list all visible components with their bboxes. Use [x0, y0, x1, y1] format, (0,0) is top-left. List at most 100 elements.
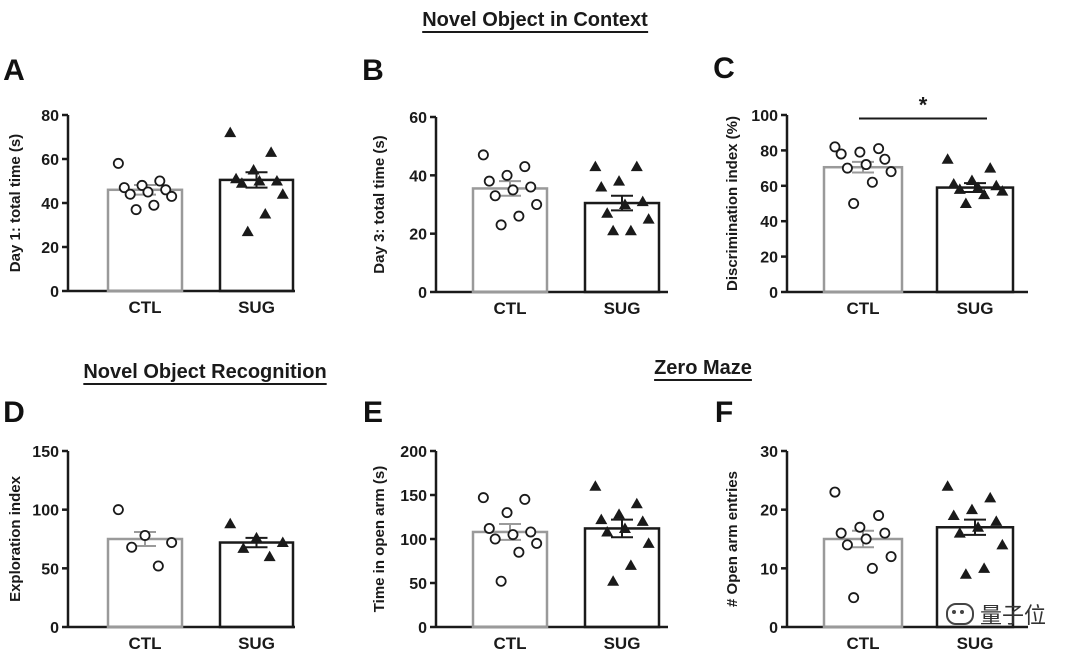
data-point-sug: [642, 537, 655, 548]
panel-label: F: [715, 396, 733, 429]
data-point-sug: [263, 550, 276, 562]
chart-panels: A Day 1: total time (s) 0 20 40 60 80 CTL SUG B Da…: [3, 52, 1028, 653]
y-tick-label: 200: [400, 444, 427, 461]
data-point-ctl: [885, 166, 897, 178]
data-point-ctl: [154, 175, 166, 187]
data-point-sug: [990, 179, 1003, 191]
x-tick-label-sug: SUG: [957, 634, 994, 653]
data-point-sug: [978, 562, 991, 573]
chart-panel-c: C Discrimination index (%) 0 20 40 60 80 100 CTL…: [713, 52, 1028, 318]
data-point-ctl: [860, 533, 872, 545]
chart-panel-d: D Exploration index 0 50 100 150 CTL SUG: [3, 396, 295, 653]
data-point-sug: [965, 174, 978, 185]
data-point-sug: [589, 160, 602, 172]
data-point-ctl: [866, 176, 878, 188]
data-point-ctl: [483, 175, 495, 187]
y-tick-label: 60: [760, 179, 778, 196]
data-point-ctl: [525, 526, 537, 538]
chart-panel-b: B Day 3: total time (s) 0 20 40 60 CTL SUG: [362, 54, 668, 318]
data-point-ctl: [112, 504, 124, 516]
chart-panel-f: F # Open arm entries 0 10 20 30 CTL SUG: [715, 396, 1028, 653]
data-point-sug: [613, 508, 626, 519]
x-tick-label-ctl: CTL: [493, 634, 526, 653]
data-point-ctl: [531, 537, 543, 549]
data-point-sug: [247, 164, 260, 175]
x-tick-label-ctl: CTL: [128, 634, 161, 653]
data-point-ctl: [495, 219, 507, 231]
data-point-ctl: [507, 529, 519, 541]
y-tick-label: 0: [50, 620, 59, 637]
chart-panel-a: A Day 1: total time (s) 0 20 40 60 80 CTL SUG: [3, 54, 295, 317]
data-point-sug: [259, 208, 272, 219]
x-tick-label-ctl: CTL: [846, 299, 879, 318]
data-point-sug: [965, 503, 978, 515]
data-point-sug: [624, 559, 637, 570]
data-point-sug: [990, 515, 1003, 526]
y-tick-label: 80: [760, 143, 778, 160]
x-tick-label-sug: SUG: [238, 298, 275, 317]
data-point-ctl: [477, 149, 489, 161]
bar-sug: [935, 186, 1015, 294]
heading-underlines: [83, 31, 752, 385]
data-point-sug: [253, 175, 266, 186]
y-tick-label: 50: [41, 561, 59, 578]
data-point-ctl: [130, 204, 142, 216]
data-point-sug: [978, 188, 991, 200]
data-point-sug: [630, 160, 643, 172]
data-point-ctl: [531, 198, 543, 210]
heading-novel-object-recognition: Novel Object Recognition: [83, 361, 326, 383]
data-point-sug: [241, 225, 254, 237]
data-point-ctl: [525, 181, 537, 193]
data-point-sug: [250, 531, 263, 543]
data-point-sug: [595, 181, 608, 192]
data-point-ctl: [112, 157, 124, 169]
data-point-ctl: [835, 527, 847, 539]
data-point-sug: [941, 153, 954, 164]
data-point-ctl: [118, 182, 130, 194]
data-point-sug: [270, 175, 283, 186]
data-point-sug: [624, 224, 637, 236]
data-point-sug: [276, 188, 289, 199]
data-point-ctl: [139, 529, 151, 541]
data-point-sug: [601, 525, 614, 537]
data-point-ctl: [142, 186, 154, 198]
data-point-ctl: [860, 159, 872, 171]
figure-headings: Novel Object in Context Novel Object Rec…: [83, 9, 752, 383]
data-point-ctl: [489, 533, 501, 545]
data-point-sug: [630, 497, 643, 509]
y-tick-label: 0: [769, 285, 778, 302]
y-tick-label: 20: [41, 240, 59, 257]
data-point-sug: [601, 207, 614, 218]
panel-label: D: [3, 396, 25, 429]
panel-label: C: [713, 52, 735, 85]
data-point-ctl: [841, 539, 853, 551]
data-point-ctl: [835, 148, 847, 160]
y-axis-label: Time in open arm (s): [371, 466, 388, 612]
data-point-ctl: [160, 184, 172, 196]
data-point-sug: [941, 480, 954, 491]
bar-ctl: [106, 537, 184, 629]
data-point-sug: [959, 197, 972, 208]
data-point-sug: [972, 181, 985, 193]
data-point-ctl: [166, 190, 178, 202]
data-point-ctl: [136, 179, 148, 191]
panel-label: A: [3, 54, 25, 87]
y-axis-label: Day 3: total time (s): [371, 135, 388, 273]
data-point-ctl: [848, 197, 860, 209]
y-tick-label: 100: [751, 108, 778, 125]
x-tick-label-sug: SUG: [957, 299, 994, 318]
data-point-sug: [959, 568, 972, 579]
data-point-sug: [230, 172, 243, 184]
data-point-ctl: [501, 169, 513, 181]
data-point-ctl: [829, 486, 841, 498]
y-tick-label: 0: [769, 620, 778, 637]
x-tick-label-sug: SUG: [604, 299, 641, 318]
bar-sug: [218, 541, 295, 629]
data-point-sug: [235, 177, 248, 188]
watermark: 量子位: [945, 598, 1046, 630]
data-point-ctl: [841, 162, 853, 174]
y-axis-label: Exploration index: [7, 475, 24, 602]
y-axis-label: Discrimination index (%): [724, 116, 741, 291]
data-point-sug: [996, 185, 1009, 196]
data-point-sug: [607, 575, 620, 586]
